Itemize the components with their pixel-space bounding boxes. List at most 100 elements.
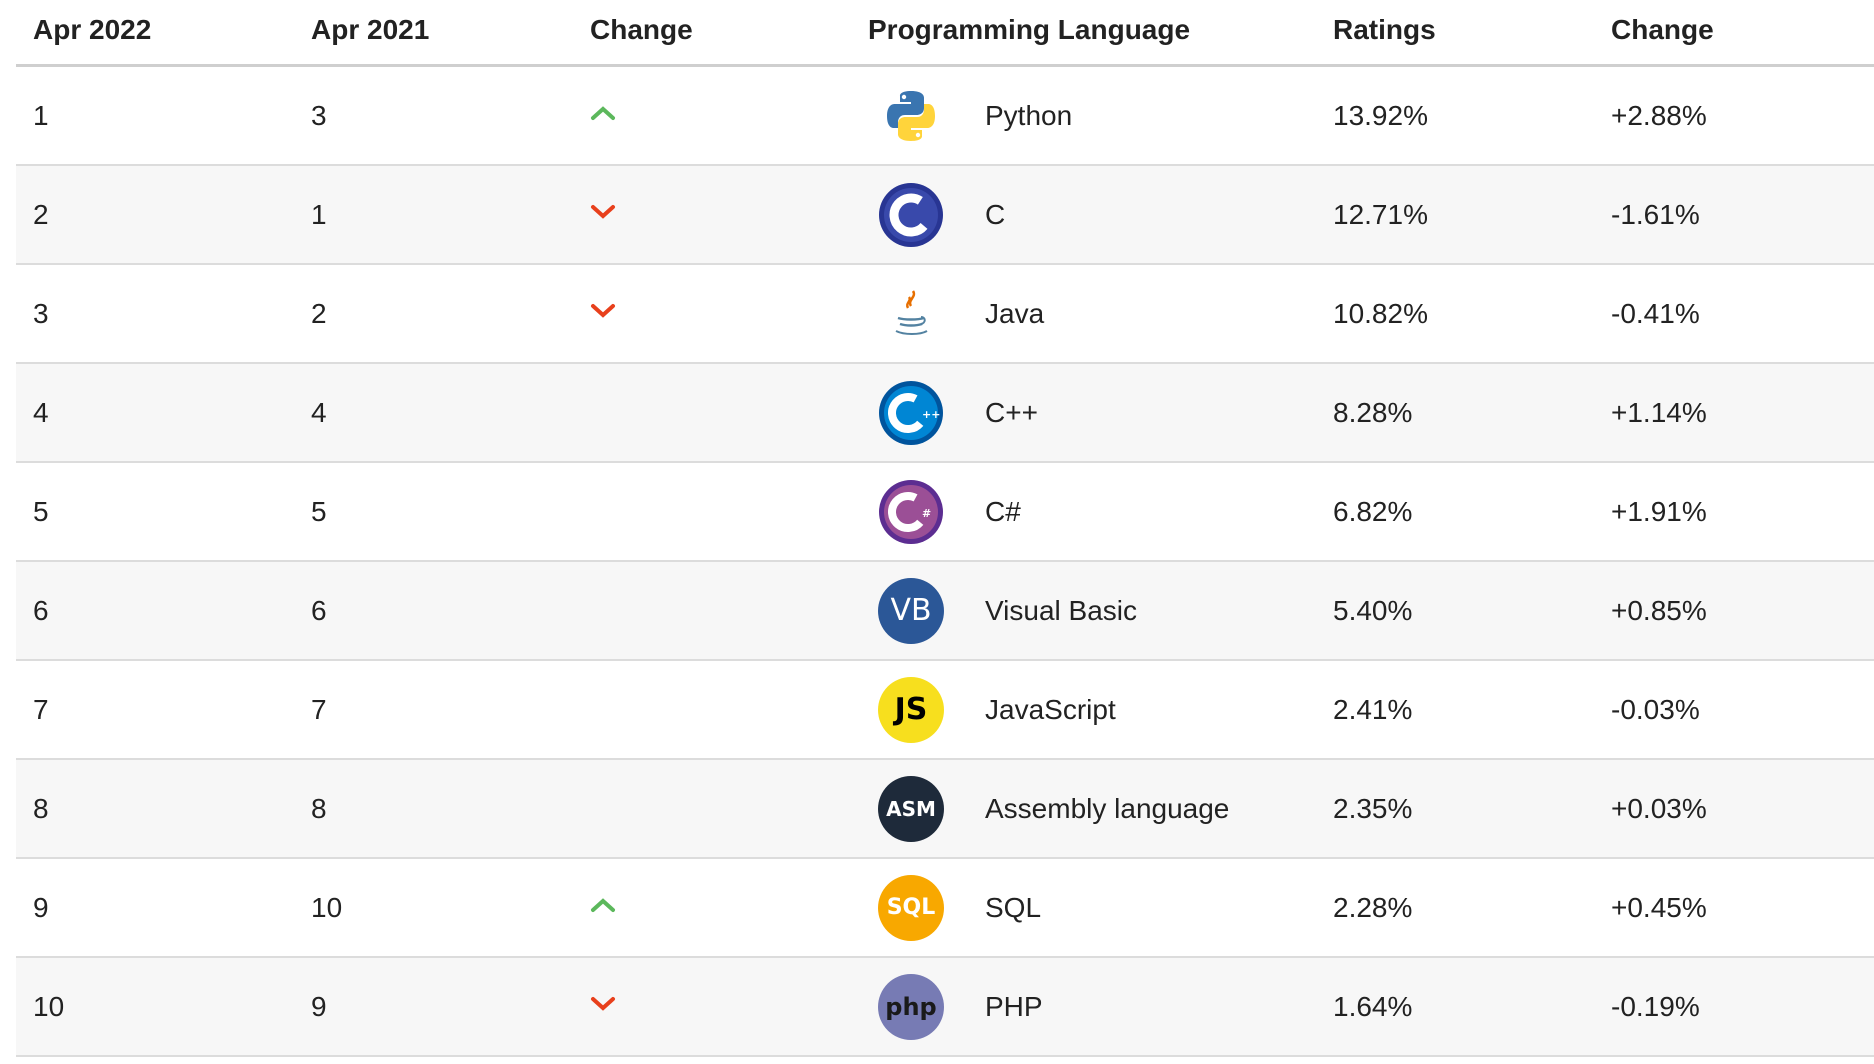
rank-previous: 2 [311, 297, 327, 329]
rank-change [590, 859, 616, 956]
header-programming-language[interactable]: Programming Language [868, 14, 1191, 45]
cpp-icon: ++ [878, 380, 944, 446]
language-name[interactable]: C [985, 198, 1006, 230]
rank-previous: 8 [311, 792, 327, 824]
python-icon [878, 83, 944, 149]
rank-current: 9 [33, 891, 49, 923]
trend-down-icon [590, 303, 616, 319]
language-name[interactable]: SQL [985, 891, 1042, 923]
rating-change: +2.88% [1611, 99, 1707, 131]
rank-current: 8 [33, 792, 49, 824]
language-name[interactable]: Python [985, 99, 1073, 131]
rank-current: 4 [33, 396, 49, 428]
rank-current: 10 [33, 990, 65, 1022]
rating-value: 5.40% [1333, 594, 1413, 626]
rank-previous: 7 [311, 693, 327, 725]
rating-change: +0.03% [1611, 792, 1707, 824]
csharp-icon: # [878, 479, 944, 545]
header-apr-2022[interactable]: Apr 2022 [33, 14, 152, 45]
language-name[interactable]: JavaScript [985, 693, 1116, 725]
rating-change: +1.91% [1611, 495, 1707, 527]
rank-current: 2 [33, 198, 49, 230]
header-ratings[interactable]: Ratings [1333, 14, 1436, 45]
rank-current: 1 [33, 99, 49, 131]
trend-down-icon [590, 996, 616, 1012]
rank-change [590, 67, 616, 164]
rating-value: 10.82% [1333, 297, 1428, 329]
language-logo [878, 166, 944, 263]
rank-change [590, 958, 616, 1055]
language-logo [878, 67, 944, 164]
javascript-icon: JS [878, 676, 944, 743]
sql-icon: SQL [878, 874, 944, 941]
rank-previous: 6 [311, 594, 327, 626]
language-logo: VB [878, 562, 944, 659]
rank-previous: 10 [311, 891, 343, 923]
table-body: 1 3 Python 13.92% +2.88% 2 1 C 12.71% -1.61% 3 2 Jav… [16, 67, 1874, 1057]
table-row[interactable]: 5 5 # C# 6.82% +1.91% [16, 463, 1874, 562]
rating-value: 13.92% [1333, 99, 1428, 131]
rank-previous: 5 [311, 495, 327, 527]
rating-value: 8.28% [1333, 396, 1413, 428]
language-logo: php [878, 958, 944, 1055]
rating-change: +1.14% [1611, 396, 1707, 428]
rating-change: -1.61% [1611, 198, 1700, 230]
php-icon: php [878, 973, 944, 1040]
rating-value: 1.64% [1333, 990, 1413, 1022]
rating-change: -0.19% [1611, 990, 1700, 1022]
language-name[interactable]: PHP [985, 990, 1043, 1022]
language-name[interactable]: Java [985, 297, 1045, 329]
vb-icon: VB [878, 577, 944, 644]
rating-change: -0.03% [1611, 693, 1700, 725]
c-icon [878, 182, 944, 248]
language-name[interactable]: Assembly language [985, 792, 1230, 824]
rating-change: -0.41% [1611, 297, 1700, 329]
trend-up-icon [590, 105, 616, 121]
rank-previous: 3 [311, 99, 327, 131]
rank-current: 5 [33, 495, 49, 527]
svg-text:#: # [922, 507, 931, 520]
language-logo: # [878, 463, 944, 560]
table-row[interactable]: 8 8 ASM Assembly language 2.35% +0.03% [16, 760, 1874, 859]
table-row[interactable]: 2 1 C 12.71% -1.61% [16, 166, 1874, 265]
trend-up-icon [590, 897, 616, 913]
table-row[interactable]: 4 4 ++ C++ 8.28% +1.14% [16, 364, 1874, 463]
language-logo: JS [878, 661, 944, 758]
language-logo: ++ [878, 364, 944, 461]
language-logo: SQL [878, 859, 944, 956]
language-name[interactable]: Visual Basic [985, 594, 1138, 626]
rating-change: +0.85% [1611, 594, 1707, 626]
rank-current: 6 [33, 594, 49, 626]
rating-value: 2.35% [1333, 792, 1413, 824]
rating-value: 6.82% [1333, 495, 1413, 527]
table-row[interactable]: 6 6 VB Visual Basic 5.40% +0.85% [16, 562, 1874, 661]
language-logo [878, 265, 944, 362]
svg-text:++: ++ [922, 408, 940, 421]
rank-previous: 9 [311, 990, 327, 1022]
rank-current: 7 [33, 693, 49, 725]
assembly-icon: ASM [878, 775, 944, 842]
language-name[interactable]: C# [985, 495, 1021, 527]
rank-previous: 4 [311, 396, 327, 428]
language-logo: ASM [878, 760, 944, 857]
rating-value: 2.41% [1333, 693, 1413, 725]
header-ratings-change[interactable]: Change [1611, 14, 1714, 45]
rank-current: 3 [33, 297, 49, 329]
table-row[interactable]: 7 7 JS JavaScript 2.41% -0.03% [16, 661, 1874, 760]
trend-down-icon [590, 204, 616, 220]
language-name[interactable]: C++ [985, 396, 1038, 428]
header-apr-2021[interactable]: Apr 2021 [311, 14, 430, 45]
rating-value: 12.71% [1333, 198, 1428, 230]
ranking-table: Apr 2022 Apr 2021 Change Programming Lan… [16, 0, 1874, 1057]
table-row[interactable]: 10 9 php PHP 1.64% -0.19% [16, 958, 1874, 1057]
table-row[interactable]: 9 10 SQL SQL 2.28% +0.45% [16, 859, 1874, 958]
table-row[interactable]: 3 2 Java 10.82% -0.41% [16, 265, 1874, 364]
java-icon [878, 281, 944, 347]
table-header: Apr 2022 Apr 2021 Change Programming Lan… [16, 0, 1874, 67]
rank-change [590, 265, 616, 362]
rank-change [590, 166, 616, 263]
rating-value: 2.28% [1333, 891, 1413, 923]
header-change[interactable]: Change [590, 14, 693, 45]
table-row[interactable]: 1 3 Python 13.92% +2.88% [16, 67, 1874, 166]
rank-previous: 1 [311, 198, 327, 230]
